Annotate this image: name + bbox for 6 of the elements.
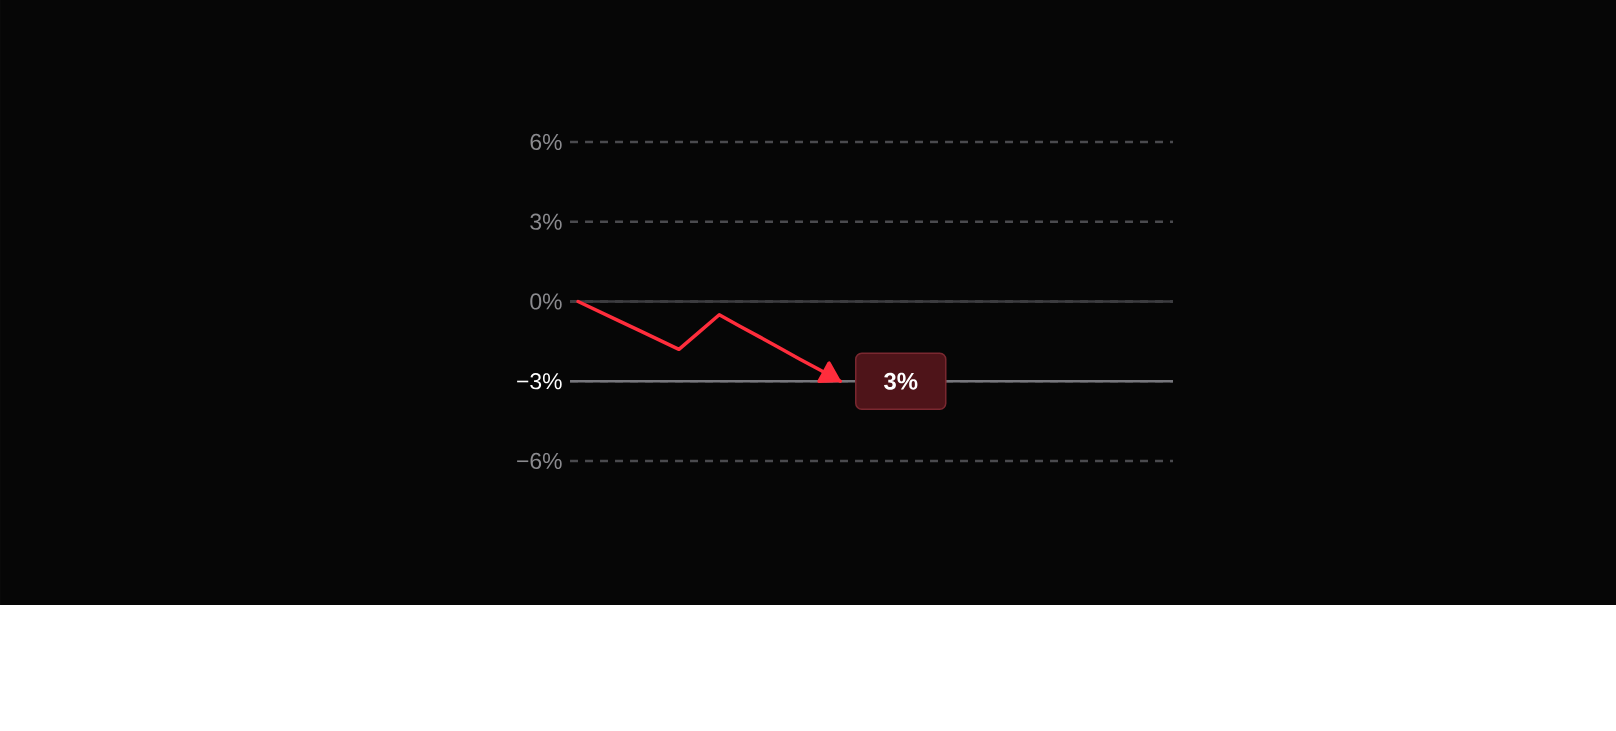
y-tick-label: 0%: [530, 293, 562, 310]
y-tick-label: −6%: [517, 452, 562, 470]
annotation: 3%: [884, 372, 918, 390]
y-tick-label: 3%: [530, 213, 562, 230]
y-tick-label: −3%: [517, 373, 562, 390]
y-tick-label: 6%: [530, 133, 562, 151]
